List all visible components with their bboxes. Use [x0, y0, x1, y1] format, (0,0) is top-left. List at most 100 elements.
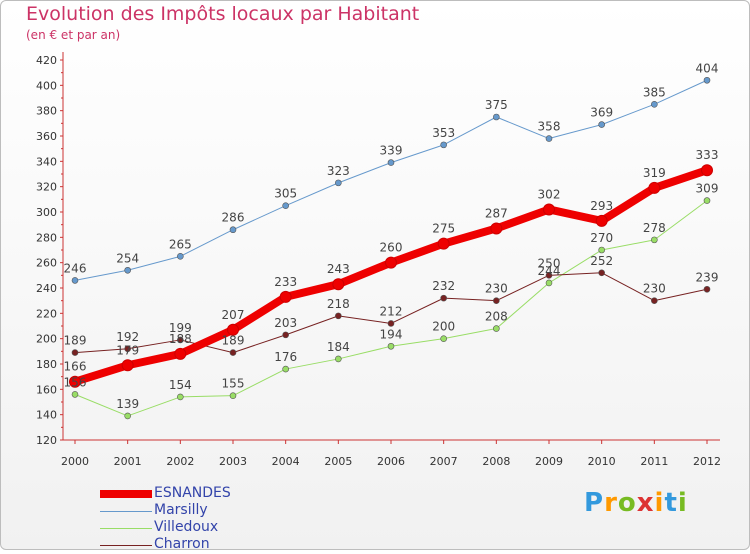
data-point-esnandes — [69, 375, 81, 388]
x-tick-label: 2006 — [377, 455, 405, 468]
x-tick-label: 2001 — [114, 455, 142, 468]
x-tick-label: 2012 — [693, 455, 721, 468]
data-point-esnandes — [595, 214, 608, 227]
logo-letter: o — [617, 488, 637, 518]
data-label-marsilly: 369 — [590, 106, 613, 120]
data-label-charron: 250 — [538, 256, 561, 270]
y-tick-label: 360 — [36, 130, 57, 143]
data-label-esnandes: 293 — [590, 199, 613, 213]
data-label-villedoux: 194 — [380, 327, 403, 341]
data-point-esnandes — [701, 164, 713, 177]
data-point-villedoux — [493, 325, 500, 332]
data-label-charron: 232 — [432, 279, 455, 293]
data-label-esnandes: 233 — [274, 275, 297, 289]
y-tick-label: 160 — [36, 383, 57, 396]
y-tick-label: 420 — [36, 54, 57, 67]
data-point-villedoux — [177, 393, 184, 401]
data-point-marsilly — [335, 179, 342, 187]
legend-swatch-esnandes — [100, 490, 152, 498]
data-label-marsilly: 353 — [432, 126, 455, 140]
data-label-marsilly: 375 — [485, 98, 508, 112]
y-tick-label: 380 — [36, 105, 57, 118]
data-point-marsilly — [71, 277, 79, 284]
data-label-charron: 212 — [380, 304, 403, 318]
data-point-villedoux — [124, 412, 131, 420]
x-tick-label: 2002 — [166, 455, 194, 468]
data-point-villedoux — [387, 342, 395, 350]
data-point-marsilly — [282, 202, 289, 209]
data-label-marsilly: 286 — [222, 211, 245, 225]
data-label-charron: 230 — [485, 282, 508, 296]
data-point-villedoux — [440, 335, 447, 342]
logo-letter: r — [604, 488, 618, 518]
x-tick-label: 2011 — [640, 455, 668, 468]
data-label-charron: 189 — [64, 334, 87, 348]
y-tick-label: 240 — [36, 282, 57, 295]
data-label-marsilly: 254 — [116, 251, 139, 265]
data-point-esnandes — [490, 222, 503, 235]
data-label-esnandes: 260 — [380, 241, 403, 255]
data-label-esnandes: 166 — [64, 360, 87, 374]
data-label-villedoux: 278 — [643, 221, 666, 235]
data-point-marsilly — [177, 253, 184, 260]
data-label-charron: 203 — [274, 316, 297, 330]
data-label-villedoux: 139 — [116, 397, 139, 411]
data-point-marsilly — [229, 226, 237, 234]
data-point-esnandes — [437, 237, 450, 250]
x-tick-label: 2003 — [219, 455, 247, 468]
data-point-charron — [440, 294, 447, 302]
y-tick-label: 140 — [36, 409, 57, 422]
data-label-marsilly: 339 — [380, 144, 403, 158]
x-tick-label: 2010 — [588, 455, 616, 468]
data-point-esnandes — [648, 181, 661, 194]
data-label-villedoux: 156 — [64, 375, 87, 389]
data-label-esnandes: 207 — [222, 308, 245, 322]
data-point-charron — [229, 349, 237, 356]
data-point-marsilly — [440, 141, 447, 149]
data-point-charron — [124, 345, 131, 353]
data-point-charron — [493, 297, 500, 304]
data-point-villedoux — [703, 197, 711, 204]
x-tick-label: 2005 — [324, 455, 352, 468]
y-tick-label: 180 — [36, 358, 57, 371]
data-label-villedoux: 200 — [432, 320, 455, 334]
data-label-villedoux: 154 — [169, 378, 192, 392]
data-label-charron: 218 — [327, 297, 350, 311]
data-point-marsilly — [598, 121, 605, 128]
legend-swatch-marsilly — [100, 511, 152, 512]
data-point-villedoux — [282, 365, 289, 373]
data-point-esnandes — [174, 347, 187, 360]
data-label-esnandes: 287 — [485, 206, 508, 220]
data-label-esnandes: 302 — [538, 187, 561, 201]
y-tick-label: 400 — [36, 79, 57, 92]
data-point-marsilly — [124, 266, 131, 274]
data-point-charron — [703, 285, 711, 293]
data-point-charron — [598, 269, 605, 277]
data-label-marsilly: 358 — [538, 120, 561, 134]
y-tick-label: 280 — [36, 231, 57, 244]
data-label-charron: 230 — [643, 282, 666, 296]
data-label-charron: 192 — [116, 330, 139, 344]
data-label-charron: 239 — [696, 270, 719, 284]
data-point-marsilly — [387, 159, 395, 166]
data-point-villedoux — [71, 391, 79, 398]
data-label-marsilly: 246 — [64, 261, 87, 275]
data-label-marsilly: 385 — [643, 85, 666, 99]
x-tick-label: 2008 — [482, 455, 510, 468]
data-point-charron — [335, 312, 342, 320]
y-tick-label: 300 — [36, 206, 57, 219]
legend-swatch-villedoux — [100, 528, 152, 529]
data-point-charron — [282, 331, 289, 339]
data-label-charron: 189 — [222, 334, 245, 348]
y-tick-label: 340 — [36, 155, 57, 168]
data-label-villedoux: 208 — [485, 310, 508, 324]
data-label-esnandes: 275 — [432, 222, 455, 236]
logo-letter: P — [584, 488, 605, 518]
data-point-esnandes — [121, 359, 134, 372]
data-label-charron: 252 — [590, 254, 613, 268]
data-point-villedoux — [229, 392, 237, 399]
data-point-charron — [177, 336, 184, 344]
data-label-esnandes: 333 — [696, 148, 719, 162]
